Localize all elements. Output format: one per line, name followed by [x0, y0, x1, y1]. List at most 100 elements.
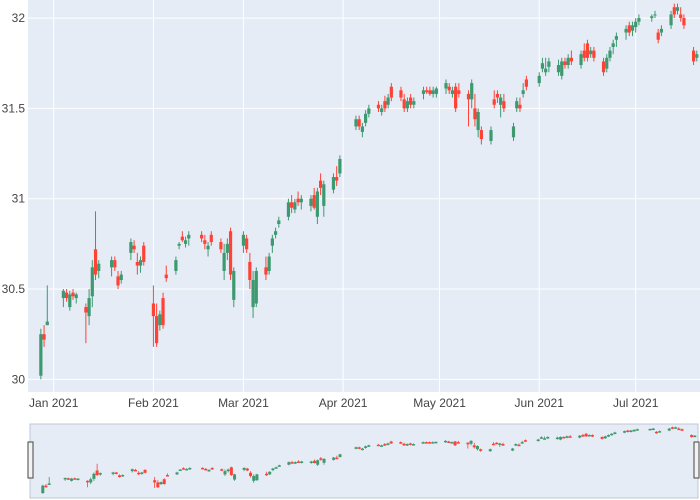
increasing-candle: [634, 18, 638, 33]
slider-increasing-candle: [140, 471, 144, 475]
candle-body: [116, 276, 120, 286]
slider-decreasing-candle: [86, 480, 90, 488]
candle-body: [203, 240, 207, 244]
decreasing-candle: [64, 289, 69, 302]
candle-body: [376, 104, 381, 109]
increasing-candle: [183, 236, 188, 248]
slider-increasing-candle: [511, 447, 515, 452]
candle-body: [650, 16, 654, 19]
slider-candle-body: [670, 427, 674, 429]
candle-body: [524, 79, 528, 87]
slider-increasing-candle: [41, 484, 45, 494]
slider-increasing-candle: [610, 433, 614, 436]
candle-body: [473, 108, 477, 120]
range-slider[interactable]: [27, 423, 700, 499]
increasing-candle: [675, 3, 680, 15]
range-slider-left-handle[interactable]: [27, 441, 34, 479]
slider-candle-body: [130, 469, 134, 472]
slider-candle-body: [274, 467, 278, 469]
candle-body: [109, 260, 114, 268]
slider-increasing-candle: [674, 426, 678, 429]
slider-candle-body: [95, 470, 99, 476]
slider-candle-body: [242, 467, 246, 470]
increasing-candle: [537, 72, 541, 87]
candle-body: [457, 90, 461, 94]
slider-candle-body: [674, 427, 678, 429]
candle-body: [273, 231, 278, 235]
slider-increasing-candle: [367, 444, 371, 447]
candle-body: [582, 50, 586, 58]
x-tick-label: Apr 2021: [319, 396, 368, 410]
slider-increasing-candle: [111, 471, 115, 476]
candle-body: [608, 50, 612, 58]
candle-body: [251, 280, 255, 308]
slider-decreasing-candle: [117, 474, 121, 478]
slider-candle-body: [133, 469, 137, 472]
increasing-candle: [309, 195, 313, 212]
slider-increasing-candle: [431, 441, 435, 444]
slider-decreasing-candle: [670, 426, 674, 430]
slider-candle-body: [584, 433, 588, 437]
decreasing-candle: [495, 90, 500, 103]
range-slider-right-handle[interactable]: [693, 441, 700, 479]
increasing-candle: [605, 54, 609, 73]
slider-candle-body: [156, 482, 160, 488]
decreasing-candle: [656, 28, 660, 44]
decreasing-candle: [135, 252, 139, 275]
slider-decreasing-candle: [383, 443, 387, 446]
increasing-candle: [614, 32, 619, 47]
plot-background: [28, 0, 700, 392]
candle-body: [511, 126, 516, 138]
candle-body: [135, 261, 139, 266]
slider-increasing-candle: [386, 442, 390, 446]
slider-decreasing-candle: [399, 441, 403, 445]
increasing-candle: [158, 310, 162, 331]
candle-body: [180, 236, 184, 241]
candle-body: [656, 32, 660, 40]
slider-increasing-candle: [444, 440, 448, 443]
increasing-candle: [476, 108, 480, 138]
slider-increasing-candle: [252, 474, 256, 483]
candle-body: [386, 97, 390, 105]
slider-candle-body: [117, 475, 121, 477]
slider-candle-body: [603, 436, 607, 439]
slider-decreasing-candle: [402, 442, 406, 446]
slider-increasing-candle: [635, 428, 639, 431]
decreasing-candle: [200, 231, 204, 243]
decreasing-candle: [425, 86, 429, 94]
slider-candle-body: [693, 435, 697, 438]
slider-increasing-candle: [322, 458, 326, 465]
increasing-candle: [624, 25, 628, 40]
increasing-candle: [87, 289, 91, 326]
slider-decreasing-candle: [133, 468, 137, 472]
slider-candle-body: [153, 480, 157, 483]
slider-decreasing-candle: [626, 429, 630, 433]
slider-candle-body: [562, 436, 566, 439]
slider-candle-body: [511, 448, 515, 451]
increasing-candle: [39, 328, 43, 380]
candle-body: [87, 298, 91, 317]
slider-candle-body: [469, 440, 473, 444]
candle-body: [209, 234, 213, 243]
slider-decreasing-candle: [265, 471, 269, 476]
decreasing-candle: [389, 83, 393, 102]
slider-decreasing-candle: [517, 443, 521, 447]
x-tick-label: Jul 2021: [613, 396, 659, 410]
candle-body: [679, 14, 683, 19]
candle-body: [151, 303, 155, 317]
slider-candle-body: [523, 440, 527, 442]
candle-body: [71, 292, 75, 297]
candle-body: [389, 86, 393, 98]
decreasing-candle: [466, 90, 471, 127]
increasing-candle: [659, 25, 664, 37]
slider-increasing-candle: [405, 443, 409, 446]
candle-body: [634, 21, 638, 28]
slider-increasing-candle: [364, 445, 368, 449]
candle-body: [241, 234, 246, 246]
slider-increasing-candle: [520, 440, 524, 444]
slider-increasing-candle: [121, 474, 125, 477]
increasing-candle: [380, 104, 384, 116]
slider-candle-body: [140, 472, 144, 474]
slider-decreasing-candle: [424, 441, 428, 444]
slider-candle-body: [488, 449, 492, 452]
